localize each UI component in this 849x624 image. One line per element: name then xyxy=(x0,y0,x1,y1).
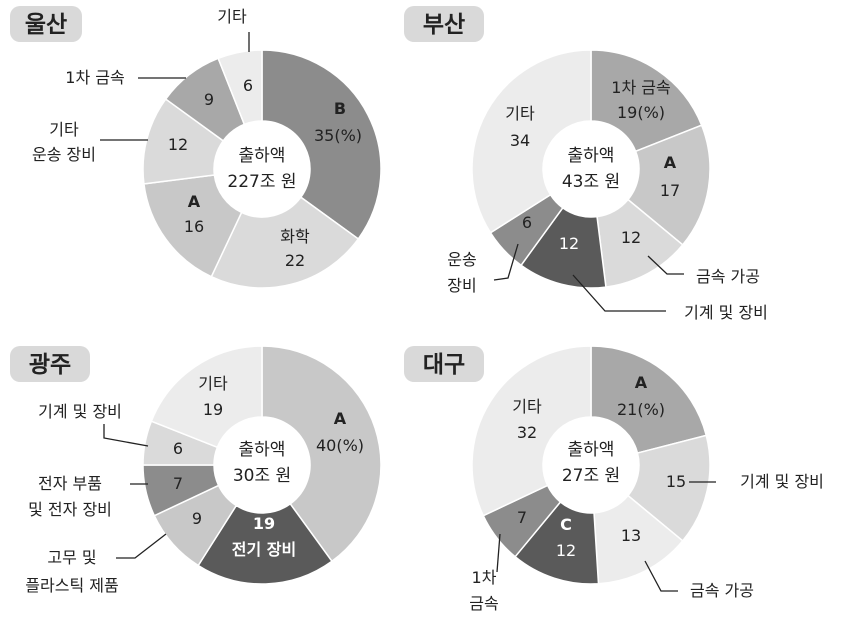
callout-gwangju-rubber-1: 고무 및 xyxy=(47,548,96,567)
chart-gwangju: 광주 출하액 30조 원 A 40(%) 19 전기 장비 9 7 6 기타 1… xyxy=(10,345,382,595)
slice-label-busan-etc: 기타 xyxy=(505,104,535,123)
center-label-gwangju-2: 30조 원 xyxy=(233,466,291,486)
slice-value-daegu-a: 21(%) xyxy=(617,400,665,419)
leader-gwangju-rubber xyxy=(116,533,167,559)
slice-value-daegu-fab: 13 xyxy=(621,526,641,545)
leader-busan-fab xyxy=(647,255,684,275)
donut-hole-gwangju xyxy=(214,417,310,513)
slice-label-daegu-a: A xyxy=(635,373,648,392)
region-title-gwangju: 광주 xyxy=(29,352,71,378)
slice-label-gwangju-elec: 전기 장비 xyxy=(232,540,296,559)
donut-hole-ulsan xyxy=(214,121,310,217)
center-label-busan-2: 43조 원 xyxy=(562,172,620,192)
slice-label-gwangju-a: A xyxy=(334,409,347,428)
region-tag-daegu xyxy=(404,346,484,382)
leader-daegu-fab xyxy=(644,560,678,592)
slice-value-busan-fab: 12 xyxy=(621,228,641,247)
callout-gwangju-electronics-2: 및 전자 장비 xyxy=(28,500,112,519)
leader-busan-transport xyxy=(493,243,519,281)
slice-label-ulsan-chem: 화학 xyxy=(280,227,310,246)
callout-daegu-fab: 금속 가공 xyxy=(690,581,754,600)
callout-busan-transport-2: 장비 xyxy=(447,276,476,295)
slice-value-gwangju-electronics: 7 xyxy=(173,474,183,493)
slices-gwangju xyxy=(142,345,382,585)
center-label-busan-1: 출하액 xyxy=(568,146,615,166)
callout-ulsan-transport-1: 기타 xyxy=(49,120,79,139)
center-label-daegu-1: 출하액 xyxy=(568,440,615,460)
center-label-daegu-2: 27조 원 xyxy=(562,466,620,486)
callout-daegu-mach: 기계 및 장비 xyxy=(740,472,824,491)
slice-label-busan-a: A xyxy=(664,153,677,172)
callout-ulsan-metal: 1차 금속 xyxy=(65,68,124,87)
center-label-gwangju-1: 출하액 xyxy=(239,440,286,460)
callout-ulsan-etc: 기타 xyxy=(217,7,247,26)
slice-value-gwangju-rubber: 9 xyxy=(192,509,202,528)
donut-hole-daegu xyxy=(543,417,639,513)
slice-label-daegu-c: C xyxy=(560,515,572,534)
slice-value-ulsan-transport: 12 xyxy=(168,135,188,154)
slice-value-gwangju-etc: 19 xyxy=(203,400,223,419)
callout-busan-transport-1: 운송 xyxy=(447,250,476,269)
slice-label-ulsan-a: A xyxy=(188,192,201,211)
slice-value-ulsan-metal: 9 xyxy=(204,90,214,109)
slices-busan xyxy=(471,49,711,289)
slice-value-daegu-etc: 32 xyxy=(517,423,537,442)
leader-daegu-metal xyxy=(496,533,501,573)
slice-value-ulsan-a: 16 xyxy=(184,217,204,236)
slice-value-gwangju-mach: 6 xyxy=(173,439,183,458)
region-title-busan: 부산 xyxy=(423,12,465,38)
slice-value-daegu-metal: 7 xyxy=(517,508,527,527)
callout-daegu-metal-2: 금속 xyxy=(469,594,498,613)
slice-value-ulsan-chem: 22 xyxy=(285,251,305,270)
slice-ulsan-b xyxy=(261,49,382,240)
region-tag-gwangju xyxy=(10,346,90,382)
chart-daegu: 대구 출하액 27조 원 A 21(%) 15 13 C 12 7 기타 32 … xyxy=(404,345,824,613)
slice-value-ulsan-b: 35(%) xyxy=(314,126,362,145)
slice-value-busan-etc: 34 xyxy=(510,131,530,150)
callout-busan-fab: 금속 가공 xyxy=(696,267,760,286)
slice-value-ulsan-etc: 6 xyxy=(243,76,253,95)
slice-value-gwangju-elec: 19 xyxy=(253,514,275,533)
slices-ulsan xyxy=(142,49,382,289)
callout-gwangju-mach: 기계 및 장비 xyxy=(38,402,122,421)
slice-gwangju-a xyxy=(261,345,382,563)
slice-value-daegu-mach: 15 xyxy=(666,472,686,491)
callout-gwangju-rubber-2: 플라스틱 제품 xyxy=(25,576,118,595)
slice-value-busan-a: 17 xyxy=(660,181,680,200)
leader-busan-mach xyxy=(572,274,666,312)
region-title-daegu: 대구 xyxy=(423,352,465,378)
slice-label-ulsan-b-name: B xyxy=(334,99,346,118)
region-title-ulsan: 울산 xyxy=(25,12,67,38)
callout-ulsan-transport-2: 운송 장비 xyxy=(32,145,96,164)
region-tag-ulsan xyxy=(10,6,82,42)
callout-gwangju-electronics-1: 전자 부품 xyxy=(38,474,102,493)
donut-hole-busan xyxy=(543,121,639,217)
center-label-ulsan-2: 227조 원 xyxy=(227,172,296,192)
region-tag-busan xyxy=(404,6,484,42)
slice-label-busan-metal: 1차 금속 xyxy=(611,78,670,97)
slice-value-daegu-c: 12 xyxy=(556,541,576,560)
leader-gwangju-mach xyxy=(103,424,149,447)
slices-daegu xyxy=(471,345,711,585)
slice-value-busan-metal: 19(%) xyxy=(617,103,665,122)
chart-ulsan: 울산 출하액 227조 원 B 35(%) 화학 22 A 16 12 9 6 … xyxy=(10,6,382,289)
slice-label-daegu-etc: 기타 xyxy=(512,397,542,416)
slice-value-busan-transport: 6 xyxy=(522,213,532,232)
chart-busan: 부산 출하액 43조 원 1차 금속 19(%) A 17 12 12 6 기타… xyxy=(404,6,768,322)
callout-busan-mach: 기계 및 장비 xyxy=(684,303,768,322)
center-label-ulsan-1: 출하액 xyxy=(239,146,286,166)
slice-value-busan-mach: 12 xyxy=(559,234,579,253)
slice-label-gwangju-etc: 기타 xyxy=(198,374,228,393)
slice-value-gwangju-a: 40(%) xyxy=(316,436,364,455)
callout-daegu-metal-1: 1차 xyxy=(472,568,497,587)
